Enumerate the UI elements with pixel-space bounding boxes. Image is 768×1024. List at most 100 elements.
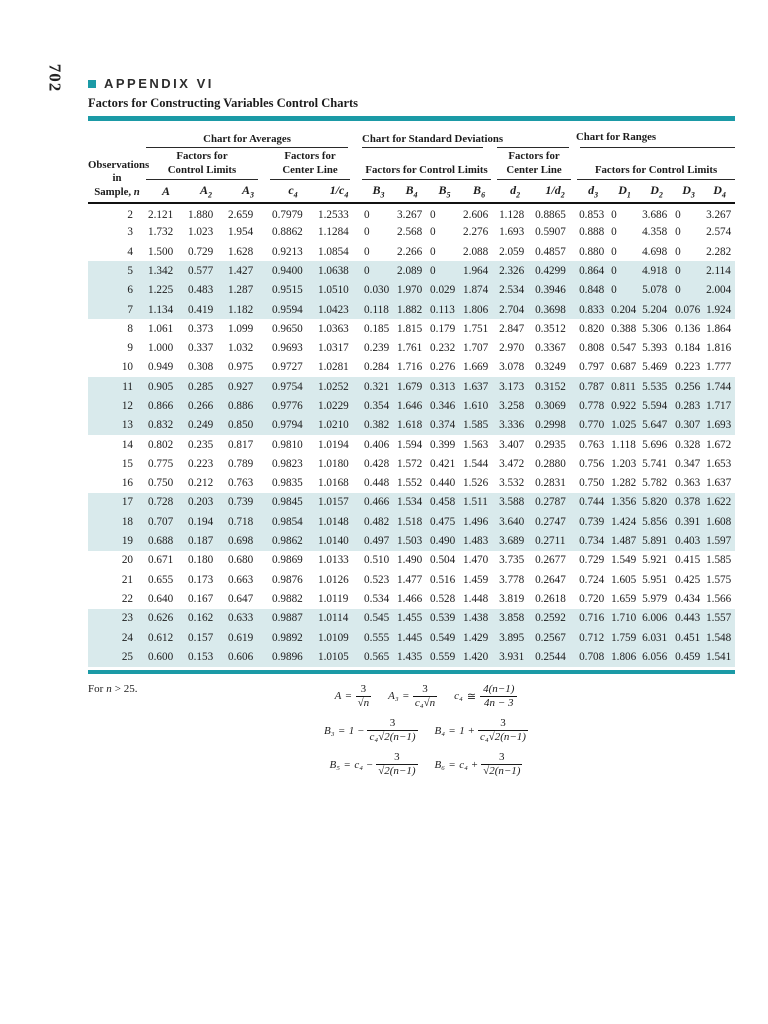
cell-value: 0.9896 [270,647,316,667]
cell-value: 0.2618 [535,592,566,605]
chart-averages-label: Chart for Averages [203,133,291,145]
cell-value: 0 [675,226,681,239]
column-symbol: D1 [609,180,641,205]
formula-row: B₃ = 1 −3 c₄√2(n−1) B₄ = 1 +3 c₄√2(n−1) [324,717,528,744]
cell-value: 0.194 [186,512,226,532]
formula-row: A = 3 √n A₃ = 3 c₄√n c₄ ≅ 4(n−1) 4n − 3 [335,683,518,710]
cell-value: 4.918 [640,261,674,281]
chart-averages-header: Chart for Averages [146,122,362,148]
cell-value: 3.258 [497,396,534,416]
cell-value: 1.0229 [316,396,363,416]
cell-value: 1.032 [228,342,254,355]
cell-value: 1.563 [463,438,489,451]
cell-value: 0.9693 [272,342,303,355]
appendix-title: APPENDIX VI [104,76,214,91]
formula: A₃ = 3 c₄√n [388,682,438,709]
cell-value: 0.866 [146,396,186,416]
cell-value: 0.239 [364,342,390,355]
cell-sample-size: 4 [127,245,133,258]
cell-value: 0 [362,261,396,281]
cell-value: 0.547 [611,342,637,355]
table-row: 22 0.640 0.167 0.647 0.9882 1.0119 0.534 1.466 0… [88,589,735,608]
cell-value: 0.647 [228,592,254,605]
cell-value: 1.061 [148,322,174,335]
cell-sample-size: 2 [127,209,133,222]
cell-value: 0.403 [673,531,705,551]
cell-value: 1.518 [395,512,429,532]
cell-value: 0.204 [609,299,641,320]
cell-value: 3.267 [706,209,732,222]
cell-value: 0.663 [228,573,254,586]
cell-value: 0.276 [430,361,456,374]
cell-value: 0.406 [364,438,390,451]
cell-value: 0.3512 [535,322,566,335]
cell-value: 0.448 [364,477,390,490]
cell-value: 0.728 [146,492,186,513]
corner-cell [88,122,146,148]
cell-value: 1.435 [395,647,429,667]
cell-value: 1.0210 [316,415,363,435]
cell-value: 1.287 [226,280,270,300]
factor-group-header-row: Observations in Sample, n Factors for Con… [88,148,736,205]
cell-value: 0.655 [148,573,174,586]
cell-value: 1.544 [463,457,489,470]
cell-value: 3.689 [497,531,534,551]
cell-value: 0.459 [673,647,705,667]
cell-value: 0.373 [188,322,214,335]
column-symbol: D2 [640,180,674,205]
cell-value: 0 [675,245,681,258]
cell-value: 0.2747 [533,512,578,532]
cell-value: 0 [364,226,370,239]
cell-value: 0.9776 [270,396,316,416]
cell-sample-size: 15 [121,457,133,470]
cell-value: 2.266 [397,245,423,258]
cell-value: 0.9213 [272,245,303,258]
cell-sample-size: 25 [88,647,146,667]
cell-value: 0.640 [148,592,174,605]
cell-value: 0.9835 [272,477,303,490]
cell-value: 1.438 [461,608,498,628]
cell-value: 1.679 [395,377,429,397]
cell-sample-size: 14 [121,438,133,451]
footer-area: For n > 25. A = 3 √n A₃ = 3 c₄√n c₄ ≅ 4(n−1) 4n − 3 B₃… [88,683,735,779]
cell-value: 2.659 [228,209,254,222]
cell-value: 0.510 [364,554,390,567]
cell-value: 0.775 [148,457,174,470]
table-row: 16 0.750 0.212 0.763 0.9835 1.0168 0.448 1.552 0… [88,474,735,493]
cell-value: 0.2592 [533,608,578,628]
cell-value: 0.235 [188,438,214,451]
cell-value: 0 [673,280,705,300]
cell-value: 0.187 [186,531,226,551]
symbol-row: A A2 A3 c4 1/c4 B3 B4 B5 B6 d2 1/d2 d3 D1 D2 D3 D4 [88,180,736,205]
cell-sample-size: 22 [121,592,133,605]
cell-value: 0.606 [226,647,270,667]
cell-sample-size: 24 [88,627,146,648]
cell-value: 0.9794 [270,415,316,435]
cell-value: 0.2711 [533,531,578,551]
cell-value: 1.134 [146,299,186,320]
cell-value: 3.407 [499,438,525,451]
cell-value: 1.282 [611,477,637,490]
cell-value: 1.099 [228,322,254,335]
cell-value: 0 [364,209,370,222]
cell-value: 0.482 [362,512,396,532]
cell-value: 1.693 [499,226,525,239]
cell-value: 1.541 [704,647,736,667]
table-row: 10 0.949 0.308 0.975 0.9727 1.0281 0.284 1.716 0… [88,358,735,377]
cell-value: 3.267 [397,209,423,222]
cell-value: 1.618 [395,415,429,435]
cell-value: 0.307 [673,415,705,435]
cell-value: 1.526 [463,477,489,490]
cell-value: 1.816 [706,342,732,355]
cell-value: 0.922 [609,396,641,416]
chart-group-header-row: Chart for Averages Chart for Standard De… [88,122,736,148]
cell-value: 1.693 [704,415,736,435]
cell-value: 0.153 [186,647,226,667]
cell-value: 1.566 [706,592,732,605]
cell-value: 1.880 [188,209,214,222]
cell-value: 0.2567 [533,627,578,648]
table-row: 25 0.600 0.153 0.606 0.9896 1.0105 0.565 1.435 0… [88,647,736,667]
formula: c₄ ≅ 4(n−1) 4n − 3 [454,683,518,710]
cell-value: 0.399 [430,438,456,451]
